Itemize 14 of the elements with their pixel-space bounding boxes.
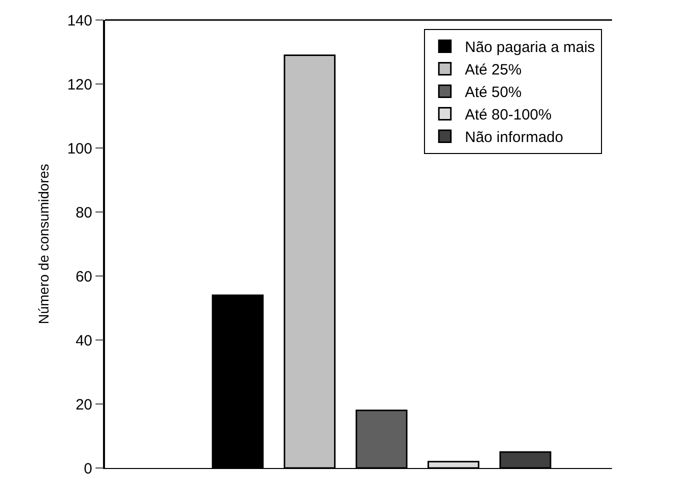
legend-label: Não informado (464, 129, 564, 146)
y-tick-label: 40 (76, 332, 92, 350)
y-tick-label: 80 (76, 204, 92, 222)
y-tick-label: 120 (67, 76, 92, 94)
legend-label: Não pagaria a mais (464, 39, 595, 56)
y-tick-label: 0 (84, 460, 92, 478)
y-tick-label: 140 (67, 12, 92, 30)
y-tick-label: 20 (76, 396, 92, 414)
y-tick-label: 60 (76, 268, 92, 286)
legend-label: Até 80-100% (464, 106, 552, 124)
legend-label: Até 25% (464, 62, 522, 79)
legend-label: Até 50% (464, 84, 522, 102)
y-tick-label: 100 (67, 140, 92, 158)
y-axis-title: Número de consumidores (35, 164, 52, 324)
